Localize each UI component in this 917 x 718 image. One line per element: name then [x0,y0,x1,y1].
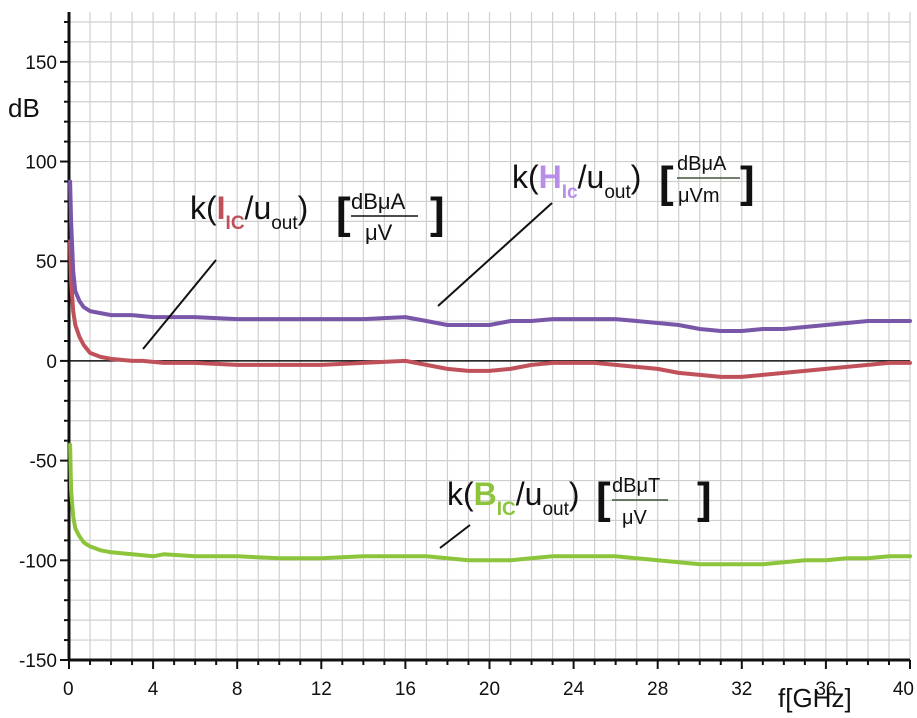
y-tick-label: 0 [46,352,57,373]
x-tick-label: 16 [395,679,416,700]
x-tick-label: 8 [232,679,243,700]
ann-h-mid-sub: out [604,182,631,203]
annotation-b: k(BIC/uout) [ dBμT μV ] [447,474,712,529]
x-tick-label: 28 [647,679,668,700]
ann-i-sub: IC [226,213,245,234]
ann-h-symbol: H [539,159,562,195]
ann-b-unit-num: dBμT [612,475,660,497]
ann-h-bracket-right: ] [740,158,755,207]
x-tick-label: 24 [563,679,585,700]
y-tick-label: -50 [30,452,57,473]
ann-b-bracket-left: [ [596,474,611,523]
ann-i-unit-den: μV [365,220,393,245]
ann-b-symbol: B [474,476,497,512]
x-tick-label: 4 [148,679,159,700]
x-tick-label: 40 [893,679,914,700]
series-line-b [68,442,912,567]
ann-i-mid: /u [245,190,272,226]
annotation-leader-h [437,202,553,307]
ann-b-bracket-right: ] [697,474,712,523]
y-axis-title: dB [8,93,40,123]
ann-h-unit-den: μVm [678,185,720,207]
ann-i-prefix: k( [190,190,217,226]
ann-h-close: ) [631,159,642,195]
y-tick-label: 150 [25,53,57,74]
ann-h-prefix: k( [512,159,539,195]
x-tick-label: 32 [731,679,752,700]
ann-h-bracket-left: [ [659,158,674,207]
series-line-h [68,179,912,333]
grid [69,12,911,660]
ann-i-symbol: I [217,190,226,226]
ann-b-mid-sub: out [542,499,569,520]
y-tick-label: 50 [36,252,57,273]
ann-i-unit-num: dBμA [351,189,406,214]
labels: 150 100 50 0 -50 -100 -150 0 4 8 12 16 20 24 28 32 36 40 [19,53,914,700]
ann-h-unit-num: dBμA [677,153,727,175]
ann-i-bracket-right: ] [430,189,445,238]
axes [60,12,911,669]
annotation-leader-i [142,259,217,350]
ann-i-close: ) [298,190,309,226]
svg-text:k(IIC/uout): k(IIC/uout) [190,190,308,234]
x-tick-label: 12 [311,679,332,700]
ann-i-mid-sub: out [271,213,298,234]
svg-text:k(BIC/uout): k(BIC/uout) [447,476,580,520]
ann-h-mid: /u [578,159,605,195]
ann-b-mid: /u [516,476,543,512]
annotation-h: k(HIc/uout) [ dBμA μVm ] [512,153,755,207]
x-axis-title: f[GHz] [778,683,852,713]
y-tick-label: -150 [19,651,57,672]
series-group [68,179,912,567]
ann-b-unit-den: μV [622,507,648,529]
ann-b-prefix: k( [447,476,474,512]
ann-b-sub: IC [497,499,516,520]
x-tick-label: 0 [63,679,74,700]
annotation-i: k(IIC/uout) [ dBμA μV ] [190,189,445,245]
y-tick-label: -100 [19,551,57,572]
x-tick-label: 36 [815,679,836,700]
ann-b-close: ) [569,476,580,512]
ann-h-sub: Ic [562,182,578,203]
y-tick-label: 100 [25,153,57,174]
ann-i-bracket-left: [ [336,189,351,238]
annotation-leader-b [439,524,471,549]
x-tick-label: 20 [479,679,500,700]
series-line-i [68,239,912,379]
svg-text:k(HIc/uout): k(HIc/uout) [512,159,641,203]
